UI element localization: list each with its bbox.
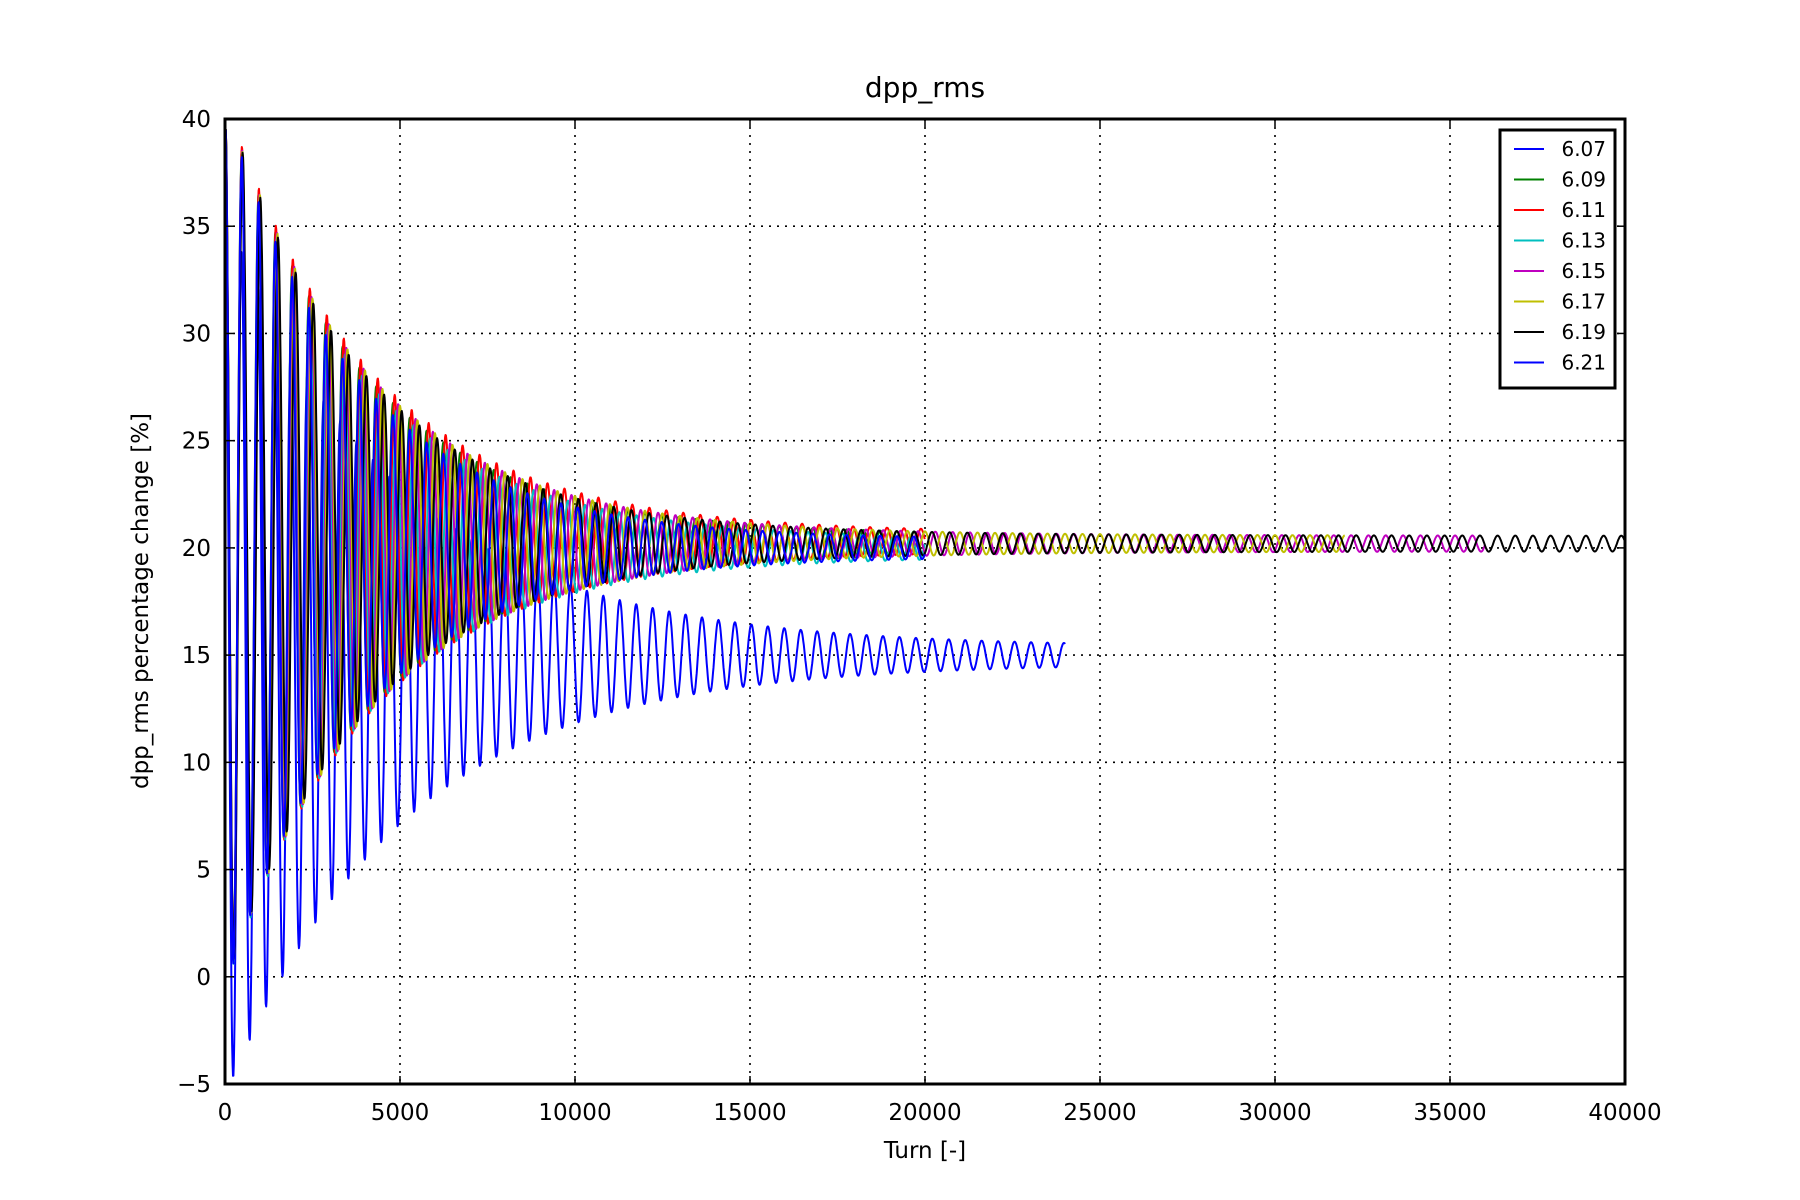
axis-ticks (224, 118, 1626, 1085)
legend-entry: 6.19 (1561, 320, 1606, 344)
series-line-6-13 (224, 128, 926, 977)
x-tick-label: 20000 (888, 1100, 961, 1126)
x-axis-label: Turn [-] (883, 1138, 966, 1164)
x-tick-label: 5000 (371, 1100, 430, 1126)
legend-entry: 6.21 (1561, 351, 1606, 375)
legend-entry: 6.15 (1561, 259, 1606, 283)
series-line-6-07 (224, 219, 1066, 1077)
x-tick-labels: 0 5000 10000 15000 20000 25000 30000 35000 40000 (218, 1100, 1662, 1126)
y-tick-label: −5 (177, 1072, 211, 1098)
legend-entry: 6.17 (1561, 290, 1606, 314)
x-tick-label: 40000 (1588, 1100, 1661, 1126)
grid-lines (225, 119, 1625, 1084)
legend-entry: 6.07 (1561, 137, 1606, 161)
legend: 6.07 6.09 6.11 6.13 6.15 6.17 6.19 6.21 (1498, 128, 1617, 390)
legend-entry: 6.13 (1561, 229, 1606, 253)
y-tick-label: 10 (182, 750, 211, 776)
legend-entry: 6.09 (1561, 168, 1606, 192)
series-line-6-19 (224, 128, 1626, 977)
y-tick-label: 40 (182, 107, 211, 133)
y-tick-labels: −5 0 5 10 15 20 25 30 35 40 (177, 107, 211, 1098)
y-tick-label: 5 (196, 858, 211, 884)
y-tick-label: 0 (196, 965, 211, 991)
chart-title: dpp_rms (865, 71, 985, 104)
x-tick-label: 35000 (1413, 1100, 1486, 1126)
legend-box (1498, 128, 1617, 390)
y-tick-label: 35 (182, 214, 211, 240)
y-tick-label: 20 (182, 536, 211, 562)
y-tick-label: 15 (182, 643, 211, 669)
series-line-6-21 (224, 128, 926, 977)
x-tick-label: 30000 (1238, 1100, 1311, 1126)
y-tick-label: 30 (182, 321, 211, 347)
y-axis-label: dpp_rms percentage change [%] (128, 413, 154, 789)
y-tick-label: 25 (182, 429, 211, 455)
x-tick-label: 10000 (538, 1100, 611, 1126)
series-lines (224, 128, 1626, 1077)
legend-entry: 6.11 (1561, 198, 1606, 222)
x-tick-label: 15000 (713, 1100, 786, 1126)
x-tick-label: 0 (218, 1100, 233, 1126)
x-tick-label: 25000 (1063, 1100, 1136, 1126)
series-line-6-17 (224, 128, 1346, 977)
